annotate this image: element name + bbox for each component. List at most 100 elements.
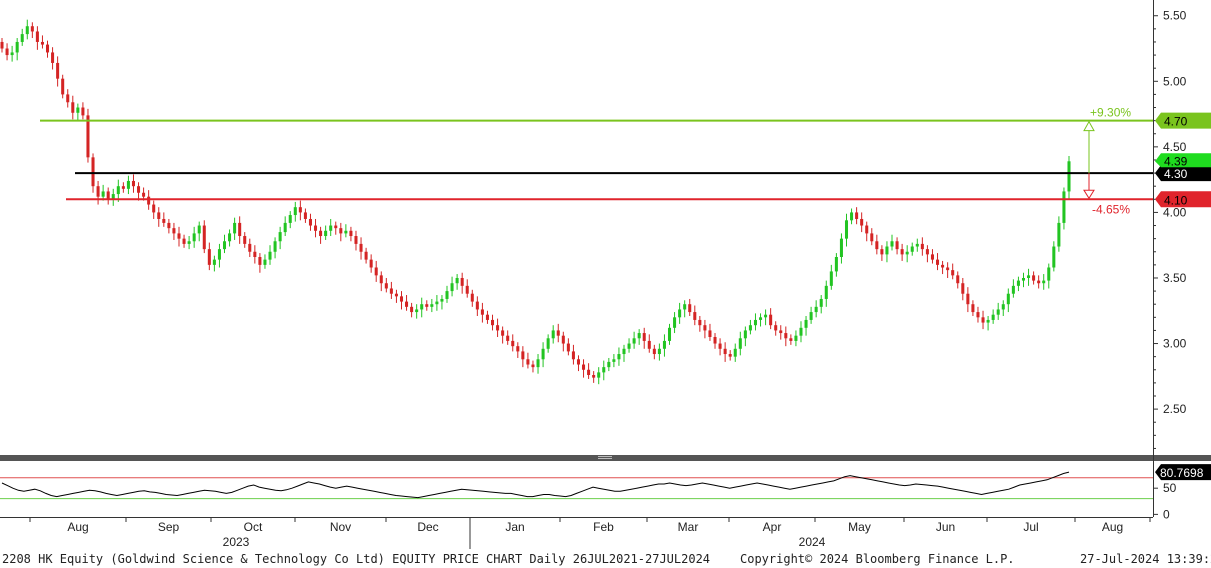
candle-body — [263, 259, 267, 265]
candle-body — [662, 340, 666, 349]
candle-body — [157, 212, 161, 219]
x-tick-label: Nov — [330, 520, 351, 534]
candle-body — [435, 301, 439, 305]
candle — [394, 289, 398, 303]
candle-body — [61, 78, 65, 95]
candle-body — [233, 222, 237, 234]
candle-body — [465, 285, 469, 294]
candle — [111, 188, 115, 206]
candle — [632, 331, 636, 349]
candle-body — [1001, 304, 1005, 310]
candle-body — [131, 180, 135, 187]
candle-body — [536, 359, 540, 368]
candle-body — [612, 359, 616, 362]
candle-body — [556, 330, 560, 336]
candle — [253, 245, 257, 264]
candle — [217, 243, 221, 268]
candle — [602, 360, 606, 381]
chart-footer: 2208 HK Equity (Goldwind Science & Techn… — [0, 549, 1211, 568]
x-tick-label: Jan — [505, 520, 524, 534]
candle — [298, 200, 302, 221]
candle — [51, 47, 55, 70]
candle — [961, 277, 965, 301]
candle — [733, 343, 737, 362]
candle-body — [784, 333, 788, 339]
axis-frame — [1153, 0, 1154, 517]
candle — [389, 281, 393, 299]
candle — [56, 56, 60, 87]
candle — [1027, 268, 1031, 286]
candle — [415, 304, 419, 319]
candle-body — [172, 228, 176, 234]
candle — [121, 182, 125, 193]
candle-body — [860, 218, 864, 226]
candle-body — [15, 41, 19, 53]
candle — [445, 285, 449, 303]
tag-background — [1155, 165, 1211, 182]
candle-body — [283, 222, 287, 233]
candle-body — [915, 243, 919, 247]
candle-body — [339, 228, 343, 234]
candle — [197, 221, 201, 242]
candle-body — [597, 372, 601, 378]
candle-body — [101, 191, 105, 197]
candle — [1042, 274, 1046, 290]
candle-body — [905, 251, 909, 255]
candle-body — [678, 309, 682, 318]
candle — [708, 323, 712, 341]
candle-body — [824, 285, 828, 299]
candle-body — [541, 348, 545, 360]
candle-body — [834, 257, 838, 272]
candle-body — [925, 249, 929, 255]
candle — [354, 230, 358, 251]
candle-body — [0, 41, 4, 49]
candle — [521, 346, 525, 368]
candle-body — [1021, 277, 1026, 281]
candle — [743, 326, 747, 347]
candle-body — [384, 283, 388, 289]
candle-body — [571, 351, 575, 360]
candle — [566, 338, 570, 356]
candle — [587, 363, 591, 379]
candle — [66, 89, 70, 108]
candle — [425, 300, 429, 311]
candle — [1032, 271, 1036, 285]
candle — [799, 321, 803, 343]
candle — [106, 187, 110, 205]
candle — [657, 343, 661, 361]
candle — [531, 360, 535, 373]
x-tick-label: Dec — [417, 520, 438, 534]
candle-body — [470, 293, 474, 302]
x-tick-label: Mar — [678, 520, 699, 534]
candle — [748, 319, 752, 335]
candle-body — [349, 230, 353, 237]
candle-body — [425, 304, 429, 307]
rsi-tick-label: 50 — [1163, 481, 1177, 495]
candle-body — [516, 346, 520, 352]
candle-body — [1032, 275, 1036, 281]
candle — [829, 264, 833, 290]
candle-body — [273, 241, 277, 252]
candle-body — [814, 306, 818, 313]
candle-body — [809, 312, 813, 320]
candle-body — [693, 312, 697, 320]
candle-body — [759, 317, 763, 320]
candle — [116, 179, 120, 202]
candle-body — [930, 254, 934, 260]
candle — [804, 316, 808, 336]
candle-body — [976, 312, 980, 318]
current_level-tag: 4.30 — [1155, 165, 1211, 182]
candle — [986, 316, 990, 331]
candle — [465, 279, 469, 298]
candle — [258, 253, 262, 273]
candle-body — [642, 333, 646, 341]
candle-body — [202, 225, 206, 250]
candle — [0, 38, 4, 53]
candle — [1067, 156, 1071, 200]
y-tick-label: 4.00 — [1163, 205, 1187, 219]
candle — [941, 260, 945, 275]
candle-body — [607, 361, 611, 368]
x-tick-label: Jun — [936, 520, 955, 534]
candle — [642, 327, 646, 349]
candle — [865, 221, 869, 242]
